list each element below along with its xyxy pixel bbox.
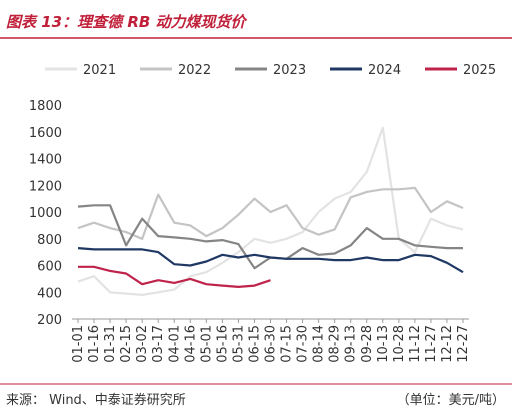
x-tick-label: 08-29 (328, 325, 343, 363)
y-tick-label: 200 (37, 313, 62, 328)
y-tick-label: 1400 (29, 153, 62, 168)
y-tick-label: 1600 (29, 126, 62, 141)
x-tick-label: 12-27 (456, 325, 471, 363)
x-tick-label: 02-15 (119, 325, 134, 363)
x-tick-label: 06-15 (247, 325, 262, 363)
series-line (78, 265, 271, 288)
x-tick-label: 06-30 (264, 325, 279, 363)
source: 来源： Wind、中泰证券研究所 (6, 392, 186, 408)
x-tick-label: 11-12 (408, 325, 423, 363)
legend-label: 2024 (368, 63, 401, 78)
unit: （单位：美元/吨） (397, 393, 505, 408)
x-tick-label: 03-17 (151, 325, 166, 363)
legend-label: 2023 (273, 63, 306, 78)
x-tick-label: 10-28 (392, 325, 407, 363)
x-tick-label: 10-13 (376, 325, 391, 363)
x-tick-label: 11-27 (424, 325, 439, 363)
x-tick-label: 08-14 (312, 325, 327, 363)
y-tick-label: 600 (37, 260, 62, 275)
chart-title: 图表 13：理查德 RB 动力煤现货价 (6, 13, 248, 31)
legend-label: 2025 (463, 63, 496, 78)
y-tick-label: 1800 (29, 99, 62, 114)
x-tick-label: 05-31 (231, 325, 246, 363)
x-tick-label: 05-16 (215, 325, 230, 363)
x-tick-label: 01-31 (103, 325, 118, 363)
x-tick-label: 07-30 (296, 325, 311, 363)
x-tick-label: 09-13 (344, 325, 359, 363)
legend-label: 2022 (178, 63, 211, 78)
y-tick-label: 1000 (29, 206, 62, 221)
x-tick-label: 05-01 (199, 325, 214, 363)
y-tick-label: 400 (37, 286, 62, 301)
x-tick-label: 04-16 (183, 325, 198, 363)
x-tick-label: 01-01 (71, 325, 86, 363)
x-tick-label: 04-01 (167, 325, 182, 363)
y-tick-label: 800 (37, 233, 62, 248)
x-tick-label: 09-28 (360, 325, 375, 363)
x-tick-label: 03-02 (135, 325, 150, 363)
x-tick-label: 12-12 (440, 325, 455, 363)
series-line (77, 186, 464, 240)
x-tick-label: 07-15 (280, 325, 295, 363)
legend-label: 2021 (83, 63, 116, 78)
x-tick-label: 01-16 (87, 325, 102, 363)
y-tick-label: 1200 (29, 179, 62, 194)
series-line (77, 247, 464, 274)
